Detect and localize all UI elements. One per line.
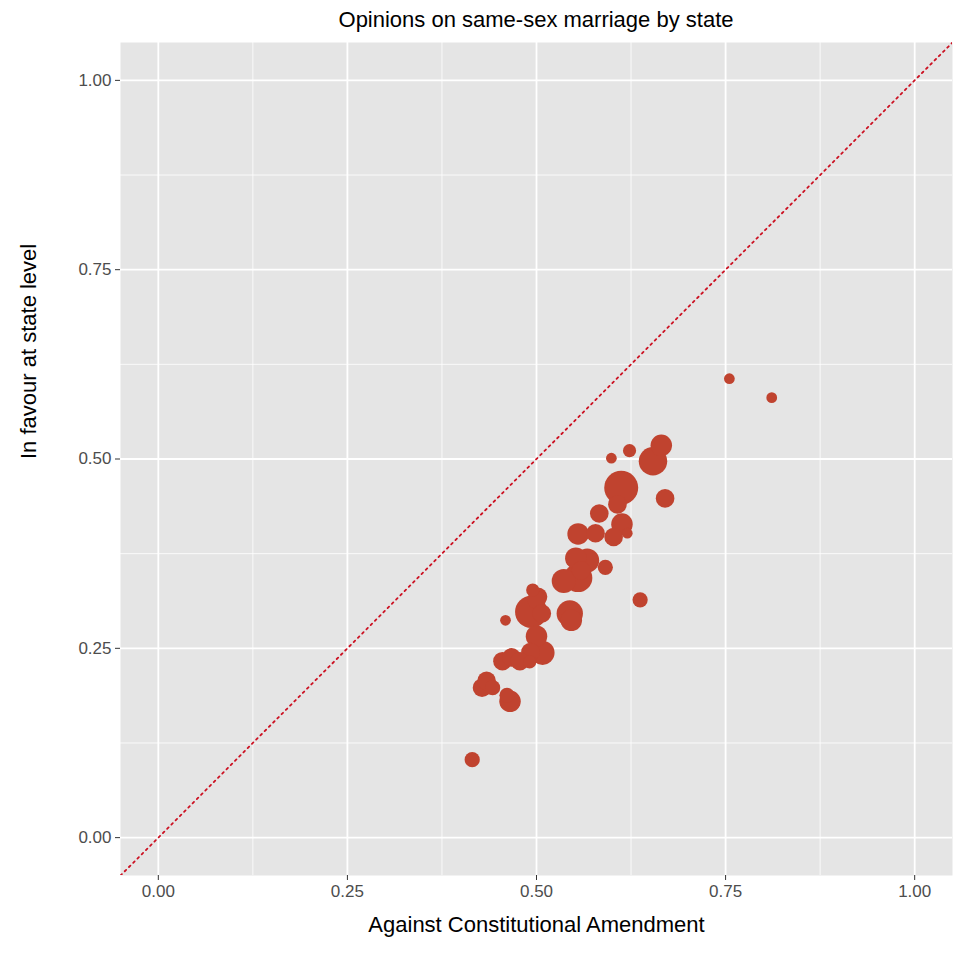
svg-text:0.50: 0.50 <box>78 449 111 468</box>
html-text:Opinions on same-sex marriage: Opinions on same-sex marriage by state <box>338 7 734 32</box>
svg-text:0.25: 0.25 <box>78 639 111 658</box>
svg-text:0.00: 0.00 <box>142 882 175 901</box>
svg-text:1.00: 1.00 <box>78 71 111 90</box>
svg-text:Against Constitutional Amendme: Against Constitutional Amendment <box>368 912 704 937</box>
svg-text:0.50: 0.50 <box>520 882 553 901</box>
svg-text:1.00: 1.00 <box>898 882 931 901</box>
svg-text:0.75: 0.75 <box>709 882 742 901</box>
svg-text:0.00: 0.00 <box>78 828 111 847</box>
svg-text:0.25: 0.25 <box>331 882 364 901</box>
svg-text:In favour at state level: In favour at state level <box>16 244 41 459</box>
svg-text:0.75: 0.75 <box>78 260 111 279</box>
